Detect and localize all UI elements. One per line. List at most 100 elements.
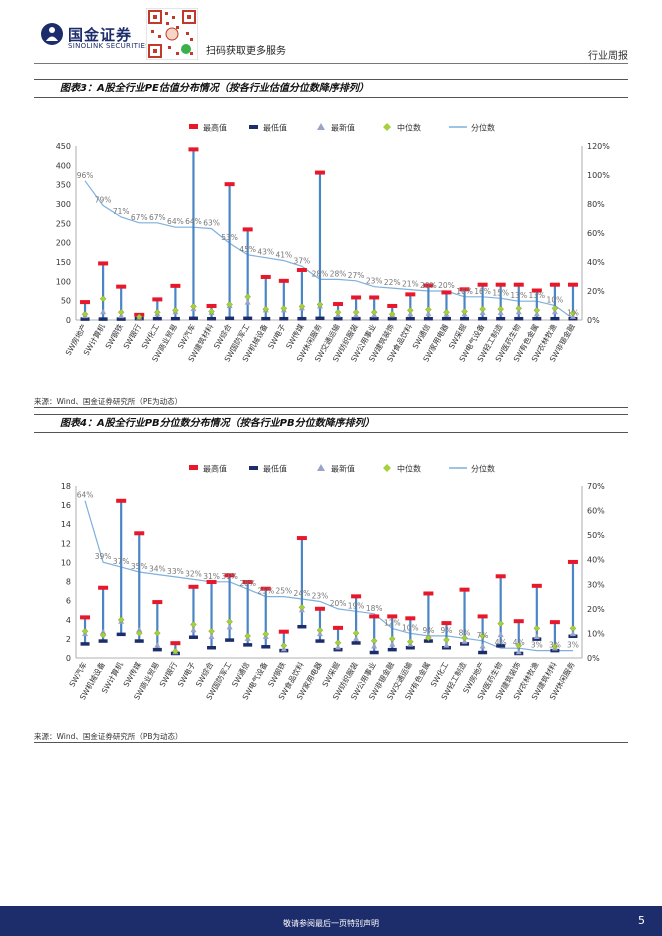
max-marker bbox=[314, 606, 325, 611]
min-marker bbox=[441, 645, 451, 650]
median-marker bbox=[497, 305, 504, 313]
median-marker bbox=[334, 308, 342, 316]
min-marker bbox=[496, 316, 506, 321]
min-marker bbox=[261, 645, 271, 649]
percentile-label: 67% bbox=[131, 213, 148, 222]
percentile-label: 13% bbox=[510, 291, 527, 300]
y2-tick-label: 60% bbox=[587, 229, 605, 238]
percentile-label: 67% bbox=[149, 213, 166, 222]
percentile-label: 31% bbox=[203, 572, 220, 581]
max-marker bbox=[188, 584, 199, 589]
latest-marker bbox=[569, 630, 576, 637]
legend-max-swatch bbox=[189, 465, 198, 470]
y-tick-label: 0 bbox=[66, 316, 71, 325]
percentile-label: 3% bbox=[567, 641, 579, 650]
latest-marker bbox=[479, 643, 486, 649]
percentile-label: 7% bbox=[477, 631, 489, 640]
percentile-label: 1% bbox=[567, 309, 579, 318]
max-marker bbox=[206, 580, 217, 585]
min-marker bbox=[243, 643, 253, 647]
min-marker bbox=[98, 639, 108, 643]
y-tick-label: 14 bbox=[61, 520, 71, 529]
latest-marker bbox=[515, 648, 522, 655]
qr-caption: 扫码获取更多服务 bbox=[206, 46, 286, 57]
y-tick-label: 250 bbox=[56, 219, 71, 228]
percentile-label: 64% bbox=[185, 217, 202, 226]
page-number: 5 bbox=[638, 914, 645, 927]
legend-median-swatch bbox=[383, 123, 391, 131]
max-marker bbox=[423, 283, 434, 288]
y-tick-label: 50 bbox=[61, 297, 71, 306]
max-marker bbox=[260, 586, 271, 591]
median-marker bbox=[81, 627, 89, 635]
legend-median-swatch bbox=[383, 464, 391, 472]
max-marker bbox=[549, 282, 560, 287]
percentile-label: 43% bbox=[257, 248, 274, 257]
median-marker bbox=[99, 295, 107, 303]
y-tick-label: 10 bbox=[61, 558, 71, 567]
median-marker bbox=[443, 636, 450, 644]
page-header: 国金证券 SINOLINK SECURITIES 扫码获取更多服务 行业周报 bbox=[0, 0, 662, 66]
median-marker bbox=[388, 635, 396, 643]
max-marker bbox=[116, 284, 127, 289]
y2-tick-label: 70% bbox=[587, 482, 605, 491]
median-marker bbox=[407, 638, 414, 646]
legend-label: 分位数 bbox=[471, 464, 495, 474]
legend-label: 中位数 bbox=[397, 123, 421, 133]
max-marker bbox=[242, 227, 253, 232]
latest-marker bbox=[389, 641, 396, 647]
percentile-label: 16% bbox=[474, 287, 491, 296]
percentile-label: 28% bbox=[330, 269, 347, 278]
max-marker bbox=[351, 295, 362, 300]
y2-tick-label: 30% bbox=[587, 580, 605, 589]
median-marker bbox=[479, 305, 486, 313]
min-marker bbox=[333, 647, 343, 652]
median-marker bbox=[226, 618, 233, 625]
median-marker bbox=[208, 627, 215, 635]
percentile-label: 28% bbox=[239, 579, 256, 588]
latest-marker bbox=[154, 642, 161, 648]
median-marker bbox=[208, 308, 215, 315]
min-marker bbox=[387, 647, 397, 652]
median-marker bbox=[190, 621, 197, 628]
percentile-label: 3% bbox=[531, 641, 543, 650]
percentile-label: 4% bbox=[513, 638, 525, 647]
max-marker bbox=[495, 574, 506, 579]
max-marker bbox=[80, 615, 91, 620]
median-marker bbox=[154, 308, 161, 316]
latest-marker bbox=[353, 635, 360, 641]
qr-code-icon[interactable] bbox=[146, 8, 198, 60]
max-marker bbox=[441, 621, 452, 626]
median-marker bbox=[262, 630, 270, 638]
min-marker bbox=[405, 316, 415, 321]
percentile-label: 79% bbox=[95, 195, 112, 204]
max-marker bbox=[405, 292, 416, 297]
percentile-label: 64% bbox=[167, 217, 184, 226]
max-marker bbox=[477, 282, 488, 287]
min-marker bbox=[514, 316, 524, 321]
figure-4-title: 图表4：A股全行业PB分位数分布情况（按各行业PB分位数降序排列） bbox=[34, 414, 628, 433]
min-marker bbox=[315, 316, 325, 321]
median-marker bbox=[497, 620, 504, 627]
company-name-cn: 国金证券 bbox=[68, 26, 133, 44]
median-marker bbox=[352, 629, 360, 637]
percentile-label: 31% bbox=[221, 572, 238, 581]
y-tick-label: 16 bbox=[61, 501, 71, 510]
median-marker bbox=[262, 305, 270, 313]
min-marker bbox=[225, 638, 235, 642]
max-marker bbox=[459, 587, 470, 592]
median-marker bbox=[461, 308, 468, 315]
y2-tick-label: 60% bbox=[587, 507, 605, 516]
median-marker bbox=[443, 308, 450, 316]
max-marker bbox=[513, 282, 524, 287]
y2-tick-label: 40% bbox=[587, 258, 605, 267]
percentile-label: 20% bbox=[420, 281, 437, 290]
latest-marker bbox=[244, 299, 251, 305]
median-marker bbox=[99, 631, 107, 639]
max-marker bbox=[441, 290, 452, 295]
median-marker bbox=[280, 305, 288, 312]
max-marker bbox=[260, 274, 271, 279]
max-marker bbox=[477, 614, 488, 619]
median-marker bbox=[370, 637, 378, 645]
min-marker bbox=[98, 317, 108, 321]
